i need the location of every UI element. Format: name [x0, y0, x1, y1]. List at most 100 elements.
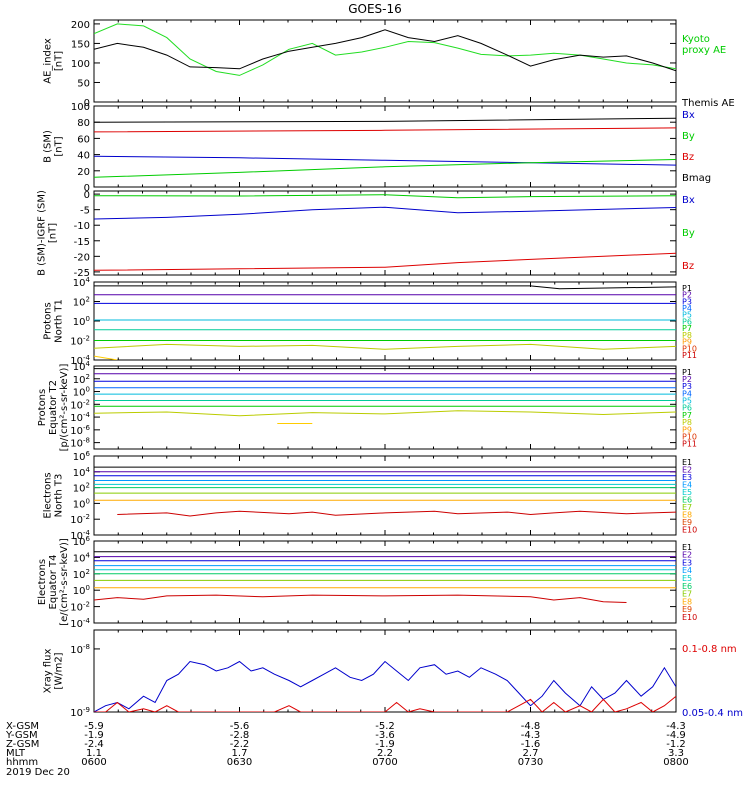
y-tick-exponent: 0 [86, 584, 90, 592]
y-tick-label: 10-4 [70, 354, 90, 367]
legend-entry-line: P9 [682, 425, 692, 434]
legend-entry-line: E8 [682, 510, 692, 519]
y-tick-exponent: -4 [83, 529, 91, 537]
legend-entry: P4 [682, 304, 692, 313]
series-line-E10 [94, 594, 627, 603]
legend-entry-line: By [682, 131, 695, 142]
series-line-Bmag [94, 117, 676, 123]
y-tick-label: 80 [77, 118, 90, 129]
orbit-row-value: 3.3 [668, 748, 684, 759]
orbit-row-value: -3.6 [375, 730, 395, 741]
legend-entry: P3 [682, 382, 692, 391]
series-line-By [94, 159, 676, 178]
orbit-row-value: -1.9 [375, 739, 395, 750]
series-line-Bx [94, 155, 676, 166]
y-axis-label-line: Xray flux [43, 649, 54, 694]
y-tick-base: 10 [73, 570, 86, 581]
legend-entry-line: P9 [682, 338, 692, 347]
legend-entry: P5 [682, 397, 692, 406]
y-axis-label-line: Electrons [43, 472, 54, 518]
legend-entry-line: E8 [682, 597, 692, 606]
y-tick-label: 100 [73, 584, 90, 597]
y-tick-base: 10 [73, 553, 86, 564]
legend-entry: E6 [682, 582, 692, 591]
y-tick-label: 100 [71, 59, 90, 70]
y-tick-label: -25 [74, 268, 90, 279]
y-tick-label: 100 [73, 315, 90, 328]
orbit-row-value: 0700 [372, 757, 397, 768]
legend-entry: E7 [682, 503, 692, 512]
orbit-row-value: 0800 [663, 757, 688, 768]
legend-entry: By [682, 131, 695, 142]
legend-entry: E1 [682, 543, 692, 552]
panel-frame [93, 365, 677, 450]
legend-entry: Bz [682, 261, 694, 272]
y-axis-label-line: B (SM)-IGRF (SM) [37, 190, 48, 276]
y-axis-label-line: Electrons [37, 559, 48, 605]
legend-entry: P6 [682, 317, 692, 326]
y-tick-exponent: -2 [83, 335, 90, 343]
y-axis-label-line: [nT] [54, 136, 65, 156]
y-tick-label: 10-2 [70, 335, 90, 348]
y-tick-label: 60 [77, 134, 90, 145]
series-line-Themis-AE [94, 29, 676, 72]
legend-entry: E3 [682, 473, 692, 482]
legend-entry: E8 [682, 510, 692, 519]
legend-entry: E10 [682, 613, 697, 622]
series-line-P9 [94, 355, 118, 360]
legend-entry: E10 [682, 525, 697, 534]
legend-entry-line: E4 [682, 566, 692, 575]
legend-entry-line: E7 [682, 590, 692, 599]
y-tick-base: 10 [73, 586, 86, 597]
series-line-P8 [94, 410, 676, 417]
orbit-row-value: -2.2 [230, 739, 250, 750]
legend-entry: 0.1-0.8 nm [682, 644, 737, 655]
series-line-By [94, 194, 676, 199]
legend-entry-line: E6 [682, 582, 692, 591]
legend-entry-line: E3 [682, 558, 692, 567]
y-tick-label: 100 [71, 102, 90, 113]
y-tick-label: -20 [74, 252, 90, 263]
y-tick-base: 10 [70, 426, 83, 437]
legend-entry: P3 [682, 297, 692, 306]
legend-entry-line: 0.05-0.4 nm [682, 708, 743, 719]
legend-entry: P11 [682, 440, 697, 449]
legend-entry: E3 [682, 558, 692, 567]
chart-title: GOES-16 [348, 2, 402, 16]
legend-entry: E6 [682, 495, 692, 504]
legend-entry: P9 [682, 338, 692, 347]
legend-entry-line: P1 [682, 368, 692, 377]
y-axis-label: B (SM)-IGRF (SM)[nT] [37, 190, 59, 276]
y-tick-label: 10-4 [70, 529, 90, 542]
y-tick-base: 10 [70, 356, 83, 367]
y-axis-label: ElectronsEquator T4[e/(cm²-s-sr-keV)] [37, 538, 70, 626]
legend-entry: P2 [682, 291, 692, 300]
panel-3: -25 -20 -15 -10 -5 0 B (SM)-IGRF (SM)[nT] Bx By B… [37, 190, 695, 279]
y-tick-label: 0 [84, 183, 90, 194]
legend-entry: Bx [682, 195, 695, 206]
legend-entry-line: P5 [682, 311, 692, 320]
y-tick-exponent: 2 [86, 482, 90, 490]
legend-entry-line: P8 [682, 331, 692, 340]
y-tick-base: 10 [73, 484, 86, 495]
y-tick-exponent: 6 [86, 450, 91, 458]
y-axis-label-line: [W/m2] [54, 652, 65, 689]
y-tick-base: 10 [70, 708, 83, 719]
legend-entry-line: P11 [682, 351, 697, 360]
y-axis-label: ProtonsNorth T1 [43, 299, 65, 343]
y-tick-exponent: 2 [86, 568, 90, 576]
orbit-row-label: MLT [6, 748, 26, 759]
legend-entry-line: E9 [682, 605, 692, 614]
panel-5: 10-810-610-410-2100102104ProtonsEquator … [37, 360, 697, 451]
orbit-row-value: -2.8 [230, 730, 250, 741]
orbit-row-value: -5.6 [230, 721, 250, 732]
y-tick-exponent: 4 [86, 551, 91, 559]
orbit-row-value: 2.7 [523, 748, 539, 759]
y-tick-label: 50 [77, 78, 90, 89]
legend-entry-line: P4 [682, 389, 692, 398]
legend-entry-line: Bmag [682, 173, 711, 184]
y-axis-label-line: [nT] [48, 223, 59, 243]
orbit-row-value: 1.1 [86, 748, 102, 759]
y-tick-label: 100 [73, 497, 90, 510]
legend-entry: P1 [682, 284, 692, 293]
